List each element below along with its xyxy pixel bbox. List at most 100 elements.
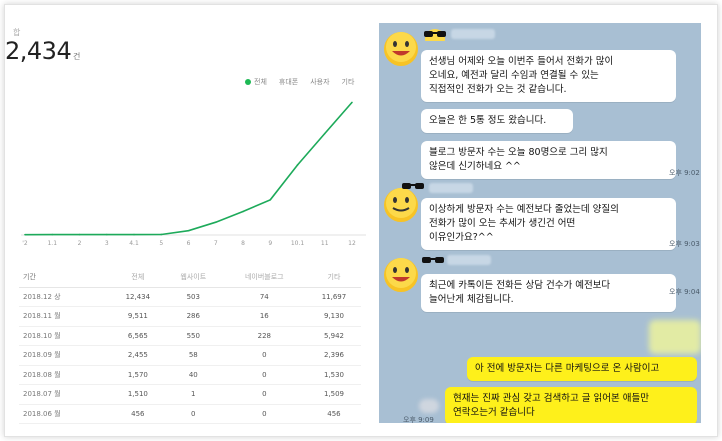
table-header-cell: 웹사이트 [164, 267, 222, 288]
stats-table: 기간 전체 웹사이트 네이버블로그 기타 2018.12 상 12,434 503 74 11,… [19, 267, 361, 424]
legend-item-user[interactable]: 사용자 [310, 78, 330, 86]
table-cell: 1,509 [306, 384, 361, 405]
data-point[interactable] [296, 164, 299, 166]
sender-name-blurred [429, 183, 473, 193]
table-cell: 9,130 [306, 306, 361, 327]
table-cell: 0 [221, 345, 307, 366]
table-header-cell: 기타 [306, 267, 361, 288]
sunglasses-icon [422, 257, 444, 263]
table-cell: 2018.12 상 [19, 287, 111, 307]
data-point[interactable] [160, 233, 163, 236]
table-cell: 2018.11 월 [19, 306, 111, 327]
table-cell: 0 [221, 384, 307, 405]
data-point[interactable] [24, 233, 26, 236]
table-cell: 11,697 [306, 287, 361, 307]
series-line [24, 101, 353, 236]
table-cell: 40 [164, 365, 222, 385]
table-cell: 1,510 [110, 384, 165, 405]
table-cell: 2018.07 월 [19, 384, 111, 405]
my-chat-message[interactable]: 현재는 진짜 관심 갖고 검색하고 글 읽어본 애들만 연락오는거 같습니다 [445, 387, 697, 423]
table-cell: 2018.08 월 [19, 365, 111, 385]
chat-message[interactable]: 이상하게 방문자 수는 예전보다 줄었는데 양질의 전화가 많이 오는 추세가 … [421, 198, 676, 250]
x-tick-label: 4.1 [129, 240, 139, 247]
x-tick-label: 8 [241, 240, 245, 247]
table-row: 2018.12 상 12,434 503 74 11,697 [19, 287, 361, 307]
x-tick-label: 3 [105, 240, 109, 247]
chart-legend: 전체 휴대폰 사용자 기타 [245, 77, 354, 87]
data-point[interactable] [105, 233, 108, 236]
sender-name-blurred [447, 255, 491, 265]
chat-message[interactable]: 오늘은 한 5통 정도 왔습니다. [421, 109, 573, 133]
legend-dot-icon [245, 79, 251, 85]
sunglasses-icon [424, 29, 446, 41]
emoji-avatar-icon[interactable] [381, 183, 421, 223]
x-tick-label: 9 [268, 240, 272, 247]
table-body: 2018.12 상 12,434 503 74 11,697 2018.11 월 9,511… [19, 287, 361, 424]
table-cell: 2018.06 월 [19, 404, 111, 424]
chat-panel: 선생님 어제와 오늘 이번주 들어서 전화가 많이 오네요, 예전과 달리 수임… [379, 23, 701, 423]
x-tick-label: 1.1 [47, 240, 57, 247]
screenshot-frame: 합 2,434 건 전체 휴대폰 사용자 기타 '2 1.1 2 3 4.1 5 6 7 8 9 1… [4, 4, 718, 437]
my-message-blurred [649, 320, 701, 354]
data-point[interactable] [214, 221, 217, 223]
chat-message[interactable]: 블로그 방문자 수는 오늘 80명으로 그리 많지 않은데 신기하네요 ^^ [421, 141, 676, 179]
emoji-avatar-icon[interactable] [381, 253, 421, 293]
calls-line-chart: '2 1.1 2 3 4.1 5 6 7 8 9 10.1 11 12 [21, 87, 366, 259]
table-cell: 74 [221, 287, 307, 307]
legend-item-mobile[interactable]: 휴대폰 [278, 78, 299, 86]
data-point[interactable] [78, 233, 81, 236]
table-cell: 286 [164, 306, 222, 327]
table-header-cell: 기간 [19, 267, 111, 288]
table-cell: 228 [221, 326, 307, 346]
table-cell: 2,396 [306, 345, 361, 366]
data-point[interactable] [323, 132, 326, 135]
x-tick-label: 5 [159, 240, 163, 247]
table-cell: 2018.09 월 [19, 345, 111, 366]
read-indicator-blurred [419, 399, 439, 413]
table-cell: 456 [110, 404, 165, 424]
data-point[interactable] [269, 199, 272, 201]
table-row: 2018.09 월 2,455 58 0 2,396 [19, 345, 361, 366]
x-tick-label: 6 [187, 240, 191, 247]
legend-item-all[interactable]: 전체 [245, 77, 267, 87]
table-row: 2018.08 월 1,570 40 0 1,530 [19, 365, 361, 385]
x-tick-label: 12 [348, 240, 356, 247]
table-cell: 0 [164, 404, 222, 424]
table-cell: 1,530 [306, 365, 361, 385]
data-point[interactable] [351, 101, 353, 104]
table-row: 2018.11 월 9,511 286 16 9,130 [19, 306, 361, 327]
message-time: 오후 9:03 [669, 240, 700, 248]
total-unit: 건 [73, 52, 81, 61]
table-row: 2018.06 월 456 0 0 456 [19, 404, 361, 424]
chart-svg: '2 1.1 2 3 4.1 5 6 7 8 9 10.1 11 12 [21, 101, 366, 247]
table-cell: 0 [221, 365, 307, 385]
message-time: 오후 9:04 [669, 288, 700, 296]
table-cell: 58 [164, 345, 222, 366]
call-stats-panel: 합 2,434 건 전체 휴대폰 사용자 기타 '2 1.1 2 3 4.1 5 6 7 8 9 1… [5, 5, 375, 436]
x-tick-label: 10.1 [291, 240, 305, 247]
table-header-cell: 네이버블로그 [221, 267, 307, 288]
data-point[interactable] [133, 233, 135, 236]
legend-item-etc[interactable]: 기타 [341, 78, 355, 86]
message-time: 오후 9:02 [669, 169, 700, 177]
chat-message[interactable]: 선생님 어제와 오늘 이번주 들어서 전화가 많이 오네요, 예전과 달리 수임… [421, 50, 676, 102]
table-cell: 456 [306, 404, 361, 424]
table-header-row: 기간 전체 웹사이트 네이버블로그 기타 [19, 267, 361, 288]
table-cell: 503 [164, 287, 222, 307]
emoji-avatar-icon[interactable] [381, 27, 421, 67]
table-cell: 0 [221, 404, 307, 424]
sender-name-blurred [451, 29, 495, 39]
x-tick-label: '2 [22, 240, 28, 247]
table-header-cell: 전체 [110, 267, 165, 288]
data-point[interactable] [187, 229, 190, 232]
my-chat-message[interactable]: 아 전에 방문자는 다른 마케팅으로 온 사람이고 [467, 357, 697, 381]
sunglasses-icon [402, 183, 424, 189]
table-cell: 5,942 [306, 326, 361, 346]
data-point[interactable] [51, 233, 54, 236]
data-point[interactable] [242, 210, 244, 213]
table-row: 2018.07 월 1,510 1 0 1,509 [19, 384, 361, 405]
total-label: 합 [13, 28, 21, 37]
total-count: 2,434 [5, 37, 72, 65]
x-tick-label: 7 [214, 240, 218, 247]
chat-message[interactable]: 최근에 카톡이든 전화든 상담 건수가 예전보다 늘어난게 체감됩니다. [421, 274, 676, 312]
